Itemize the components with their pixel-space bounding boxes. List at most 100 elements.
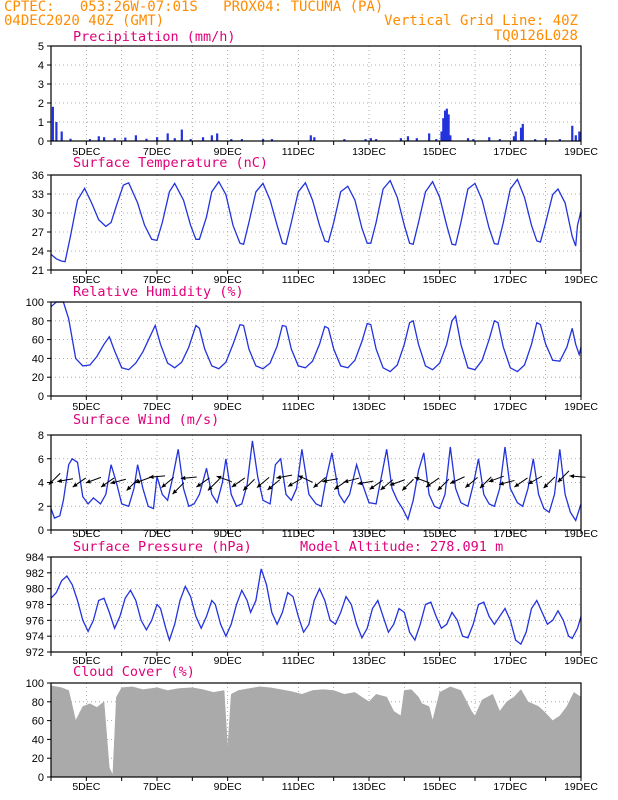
cloud-cover-xtick-label: 19DEC — [564, 781, 598, 793]
wind-arrow-head — [149, 474, 154, 479]
precipitation-bar — [466, 138, 470, 141]
wind-arrow-head — [298, 475, 304, 480]
pressure-title: Surface Pressure (hPa) — [73, 539, 252, 555]
temperature-panel: Surface Temperature (nC) 21 24 27 30 33 36 5DEC… — [32, 155, 599, 286]
wind-arrow — [100, 477, 115, 488]
wind-arrow-head — [267, 485, 273, 490]
cloud-cover-title: Cloud Cover (%) — [73, 664, 195, 680]
wind-arrow-head — [322, 478, 328, 483]
cloud-cover-xtick-label: 7DEC — [143, 781, 171, 793]
wind-arrow-head — [243, 485, 248, 491]
wind-arrow-head — [172, 489, 178, 495]
precipitation-ytick-label: 0 — [38, 136, 44, 148]
wind-arrow — [425, 477, 440, 488]
temperature-ytick-label: 24 — [32, 246, 44, 258]
wind-arrow — [369, 479, 383, 490]
temperature-xtick-label: 9DEC — [214, 274, 242, 286]
humidity-xtick-label: 17DEC — [493, 401, 527, 413]
cloud-cover-xtick-label: 11DEC — [282, 781, 315, 793]
wind-arrow — [231, 477, 246, 488]
wind-xtick-label: 13DEC — [352, 528, 386, 540]
pressure-xtick-label: 11DEC — [282, 655, 315, 667]
cloud-cover-xtick-label: 9DEC — [214, 781, 242, 793]
pressure-ytick-label: 980 — [26, 584, 44, 596]
humidity-xtick-label: 15DEC — [423, 401, 457, 413]
precipitation-bar — [428, 133, 431, 141]
humidity-ytick-label: 20 — [32, 372, 44, 384]
humidity-xtick-label: 5DEC — [72, 401, 100, 413]
header-model-code: TQ0126L028 — [493, 28, 578, 44]
temperature-xtick-label: 11DEC — [282, 274, 315, 286]
temperature-xtick-label: 5DEC — [72, 274, 100, 286]
cloud-cover-xtick-label: 5DEC — [72, 781, 100, 793]
wind-arrow-head — [276, 475, 282, 480]
cloud-cover-xtick-label: 15DEC — [423, 781, 457, 793]
wind-arrow — [343, 477, 360, 484]
wind-xtick-label: 11DEC — [282, 528, 315, 540]
wind-arrow — [180, 475, 197, 481]
wind-arrow-head — [357, 481, 363, 486]
wind-arrow-head — [287, 482, 293, 487]
precipitation-bar — [145, 138, 148, 141]
precipitation-bar — [55, 122, 58, 141]
precipitation-xtick-label: 5DEC — [72, 146, 100, 158]
precipitation-bar — [445, 108, 448, 141]
temperature-ytick-label: 27 — [32, 227, 44, 239]
precipitation-bar — [447, 114, 450, 141]
precipitation-bar — [173, 138, 176, 141]
cloud-cover-ytick-label: 80 — [32, 697, 44, 709]
precipitation-bar — [270, 139, 274, 141]
precipitation-xtick-label: 7DEC — [143, 146, 171, 158]
humidity-line — [50, 301, 582, 373]
precipitation-bar — [364, 139, 367, 141]
wind-xtick-label: 17DEC — [493, 528, 527, 540]
precipitation-xtick-label: 15DEC — [423, 146, 457, 158]
wind-arrow — [72, 477, 87, 488]
wind-title: Surface Wind (m/s) — [73, 412, 219, 428]
precipitation-ytick-label: 3 — [38, 79, 44, 91]
wind-ytick-label: 4 — [38, 478, 44, 490]
wind-arrow-head — [343, 478, 349, 484]
pressure-ytick-label: 972 — [26, 647, 44, 659]
precipitation-xtick-label: 19DEC — [564, 146, 598, 158]
temperature-ytick-label: 36 — [32, 170, 44, 182]
cloud-cover-area — [50, 685, 582, 778]
wind-arrow — [110, 478, 126, 485]
wind-xtick-label: 19DEC — [564, 528, 598, 540]
pressure-line — [50, 568, 582, 646]
wind-arrow — [437, 478, 450, 491]
cloud-cover-xtick-label: 13DEC — [352, 781, 386, 793]
precipitation-bar — [435, 139, 438, 141]
wind-arrow — [161, 476, 175, 489]
wind-ytick-label: 2 — [38, 501, 44, 513]
header-station-line: CPTEC: 053:26W-07:01S PROX04: TUCUMA (PA… — [4, 0, 384, 15]
precipitation-bar — [189, 139, 192, 141]
pressure-panel: Surface Pressure (hPa) Model Altitude: 27… — [26, 539, 599, 667]
precipitation-bar — [440, 131, 443, 141]
cloud-cover-ytick-label: 0 — [38, 772, 44, 784]
wind-arrow — [380, 479, 394, 491]
wind-arrow — [57, 478, 74, 483]
humidity-xtick-label: 9DEC — [214, 401, 242, 413]
humidity-xtick-label: 7DEC — [143, 401, 171, 413]
wind-arrow — [135, 476, 151, 484]
temperature-ytick-label: 30 — [32, 208, 44, 220]
wind-arrow — [488, 475, 504, 483]
wind-arrow-head — [557, 477, 563, 483]
pressure-ytick-label: 974 — [26, 631, 44, 643]
wind-arrow-head — [514, 482, 520, 488]
wind-ytick-label: 0 — [38, 525, 44, 537]
pressure-xtick-label: 19DEC — [564, 655, 598, 667]
precipitation-bar — [534, 139, 537, 141]
wind-arrow — [357, 480, 374, 486]
cloud-cover-panel: Cloud Cover (%) 0 20 40 60 80 100 5DEC 7DEC 9DEC 1… — [26, 664, 599, 793]
wind-arrow-head — [479, 483, 485, 489]
wind-arrow-head — [196, 482, 202, 488]
humidity-panel: Relative Humidity (%) 0 20 40 60 80 100 5DEC 7DE… — [26, 284, 599, 413]
wind-xtick-label: 15DEC — [423, 528, 457, 540]
wind-arrow — [514, 477, 528, 488]
wind-arrow — [85, 476, 102, 484]
pressure-subtitle: Model Altitude: 278.091 m — [300, 539, 503, 555]
precipitation-panel: Precipitation (mm/h) 0 1 2 3 4 5 5DEC 7DEC 9DEC 11… — [38, 29, 598, 158]
precipitation-bar — [69, 138, 72, 141]
